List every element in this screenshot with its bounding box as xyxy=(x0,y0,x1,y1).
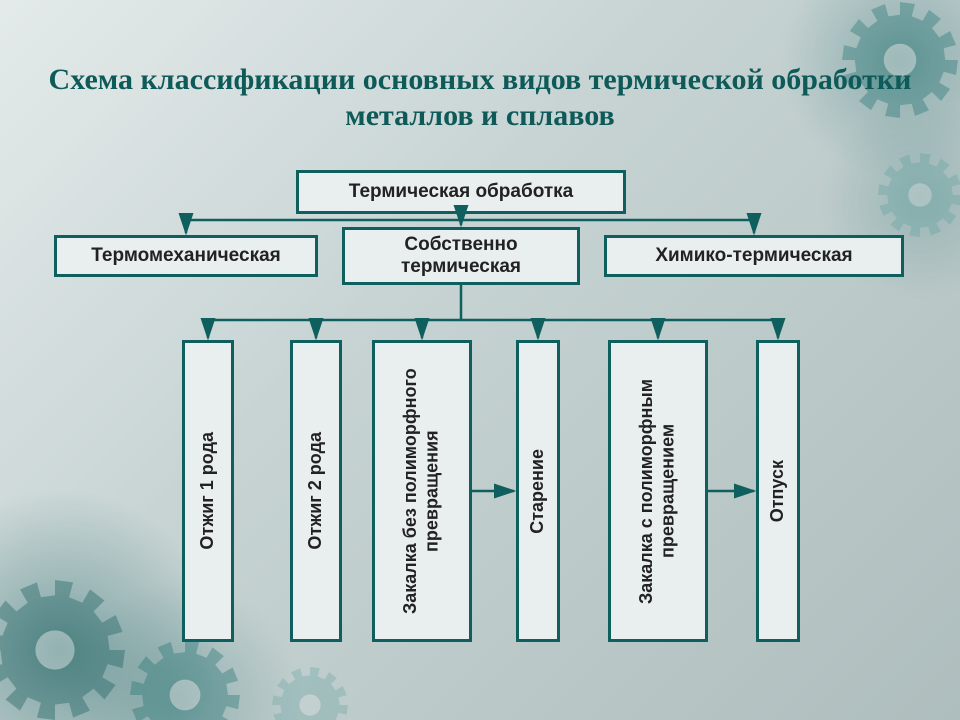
gear-icon xyxy=(878,153,960,237)
node-a1: Отжиг 1 рода xyxy=(182,340,234,642)
node-sr: Старение xyxy=(516,340,560,642)
node-ht: Химико-термическая xyxy=(604,235,904,277)
gear-icon xyxy=(0,580,125,720)
node-st: Собственно термическая xyxy=(342,227,580,285)
gear-icon xyxy=(130,640,240,720)
gear-icon xyxy=(272,667,348,720)
node-ot: Отпуск xyxy=(756,340,800,642)
page-title: Схема классификации основных видов терми… xyxy=(40,62,920,134)
node-root: Термическая обработка xyxy=(296,170,626,214)
node-zb: Закалка без полиморфного превращения xyxy=(372,340,472,642)
node-zp: Закалка с полиморфным превращением xyxy=(608,340,708,642)
node-a2: Отжиг 2 рода xyxy=(290,340,342,642)
node-tm: Термомеханическая xyxy=(54,235,318,277)
